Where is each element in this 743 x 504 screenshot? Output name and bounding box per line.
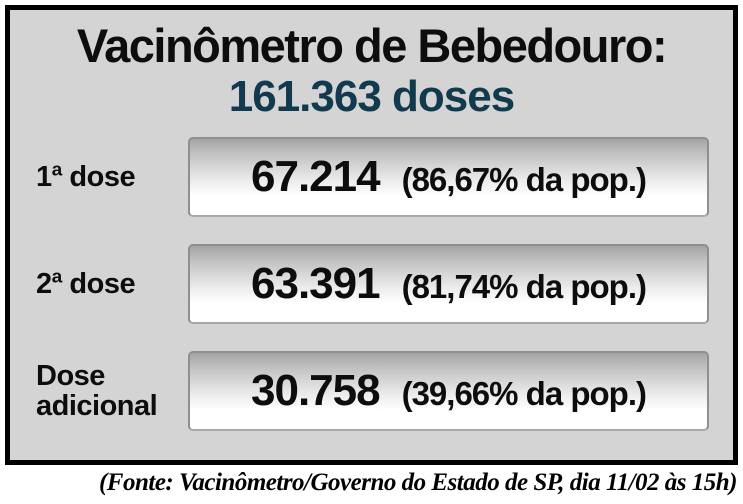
dose-percent: (39,66% da pop.) xyxy=(401,375,647,413)
dose-value-box: 67.214 (86,67% da pop.) xyxy=(188,137,709,218)
dose-percent: (86,67% da pop.) xyxy=(401,161,647,199)
vaccinometer-panel: Vacinômetro de Bebedouro: 161.363 doses … xyxy=(5,5,738,465)
total-doses: 161.363 doses xyxy=(228,72,515,122)
dose-row-label: 2ª dose xyxy=(36,268,136,301)
dose-value-box: 30.758 (39,66% da pop.) xyxy=(188,351,709,432)
dose-percent: (81,74% da pop.) xyxy=(401,268,647,306)
source-caption: (Fonte: Vacinômetro/Governo do Estado de… xyxy=(98,469,738,496)
dose-value-text: 67.214 (86,67% da pop.) xyxy=(251,152,647,202)
dose-row-label: 1ª dose xyxy=(36,161,136,194)
dose-row-additional: Dose adicional 30.758 (39,66% da pop.) xyxy=(36,351,709,432)
dose-count: 63.391 xyxy=(251,259,381,309)
dose-value-text: 63.391 (81,74% da pop.) xyxy=(251,259,647,309)
dose-row-second: 2ª dose 63.391 (81,74% da pop.) xyxy=(36,244,709,325)
dose-count: 30.758 xyxy=(251,366,381,416)
dose-row-first: 1ª dose 67.214 (86,67% da pop.) xyxy=(36,137,709,218)
dose-row-label: Dose adicional xyxy=(36,360,158,423)
dose-count: 67.214 xyxy=(251,152,381,202)
dose-value-text: 30.758 (39,66% da pop.) xyxy=(251,366,647,416)
dose-value-box: 63.391 (81,74% da pop.) xyxy=(188,244,709,325)
panel-title: Vacinômetro de Bebedouro: xyxy=(76,19,668,72)
